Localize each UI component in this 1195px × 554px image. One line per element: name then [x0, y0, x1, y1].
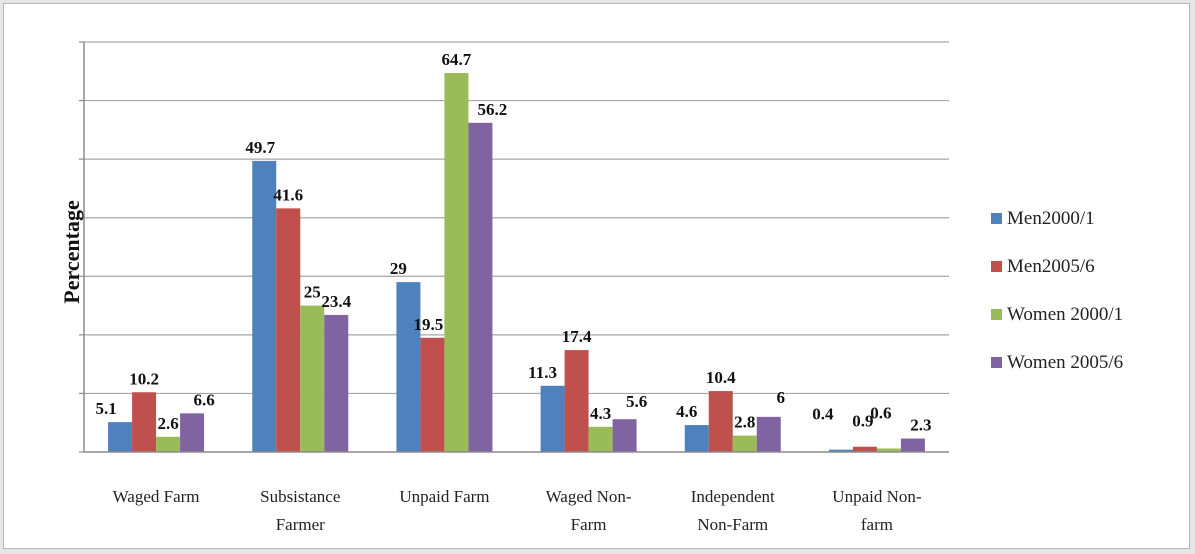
- data-label: 41.6: [273, 185, 303, 204]
- data-label: 4.3: [590, 404, 611, 423]
- bar: [252, 160, 277, 452]
- axes: [79, 41, 949, 453]
- data-label: 23.4: [321, 292, 351, 311]
- data-label: 0.4: [812, 405, 834, 424]
- legend-swatch: [991, 213, 1002, 224]
- category-labels: Waged Farm Subsistance Farmer Unpaid Farm Wa…: [113, 487, 922, 534]
- x-tick-label: Non-Farm: [697, 515, 768, 534]
- x-tick-label: Subsistance: [260, 487, 340, 506]
- data-label: 2.8: [734, 413, 755, 432]
- data-label: 0.9: [852, 412, 873, 431]
- bar: [540, 385, 565, 452]
- bar: [684, 425, 709, 452]
- legend: Men2000/1 Men2005/6 Women 2000/1 Women 2005…: [991, 208, 1123, 373]
- chart-frame: Waged Farm Subsistance Farmer Unpaid Farm Wa…: [3, 3, 1190, 549]
- bar: [828, 449, 853, 452]
- bar: [708, 391, 733, 452]
- bar: [324, 314, 349, 452]
- bar: [132, 392, 157, 452]
- data-label: 64.7: [442, 50, 472, 69]
- data-label: 49.7: [245, 138, 275, 157]
- data-label: 10.4: [706, 368, 736, 387]
- bar: [900, 438, 925, 452]
- legend-label: Men2005/6: [1007, 256, 1095, 277]
- bar: [732, 435, 757, 452]
- data-label: 6: [777, 388, 786, 407]
- bar: [756, 416, 781, 452]
- data-label: 5.1: [95, 399, 116, 418]
- data-label: 2.3: [910, 416, 931, 435]
- x-tick-label: Farmer: [276, 515, 325, 534]
- data-label: 19.5: [414, 315, 444, 334]
- bar: [852, 446, 877, 452]
- data-label: 56.2: [478, 100, 508, 119]
- bar: [468, 122, 493, 452]
- data-label: 11.3: [528, 363, 557, 382]
- data-label: 17.4: [562, 327, 592, 346]
- legend-swatch: [991, 309, 1002, 320]
- x-tick-label: Unpaid Non-: [832, 487, 922, 506]
- bar: [300, 305, 325, 452]
- data-label: 10.2: [129, 369, 159, 388]
- data-label: 0.6: [870, 403, 891, 422]
- legend-swatch: [991, 357, 1002, 368]
- legend-label: Women 2000/1: [1007, 304, 1123, 325]
- data-label: 25: [304, 283, 321, 302]
- x-tick-label: farm: [861, 515, 893, 534]
- legend-label: Men2000/1: [1007, 208, 1095, 229]
- x-tick-label: Independent: [691, 487, 775, 506]
- bar: [564, 350, 589, 452]
- bar: [108, 422, 133, 452]
- legend-label: Women 2005/6: [1007, 352, 1123, 373]
- data-label: 5.6: [626, 392, 647, 411]
- y-axis-label: Percentage: [59, 200, 84, 304]
- x-tick-label: Farm: [571, 515, 607, 534]
- gridlines: [84, 41, 949, 395]
- bar: [420, 337, 445, 452]
- bar: [180, 413, 205, 452]
- data-label: 2.6: [157, 414, 178, 433]
- data-labels: 5.1 10.2 2.6 6.6 49.7 41.6 25 23.4 29 19.5 64.7 56.…: [95, 50, 931, 434]
- x-tick-label: Waged Non-: [546, 487, 632, 506]
- legend-swatch: [991, 261, 1002, 272]
- data-label: 4.6: [676, 402, 697, 421]
- bar: [444, 73, 469, 453]
- x-tick-label: Unpaid Farm: [399, 487, 489, 506]
- bar: [588, 426, 613, 452]
- bar: [156, 436, 181, 452]
- bars: [108, 73, 925, 453]
- bar-chart: Waged Farm Subsistance Farmer Unpaid Farm Wa…: [59, 41, 1123, 534]
- bar: [612, 419, 637, 452]
- bar: [276, 208, 301, 452]
- bar: [876, 448, 901, 452]
- data-label: 29: [390, 259, 407, 278]
- bar: [396, 282, 421, 452]
- x-tick-label: Waged Farm: [113, 487, 200, 506]
- data-label: 6.6: [193, 390, 214, 409]
